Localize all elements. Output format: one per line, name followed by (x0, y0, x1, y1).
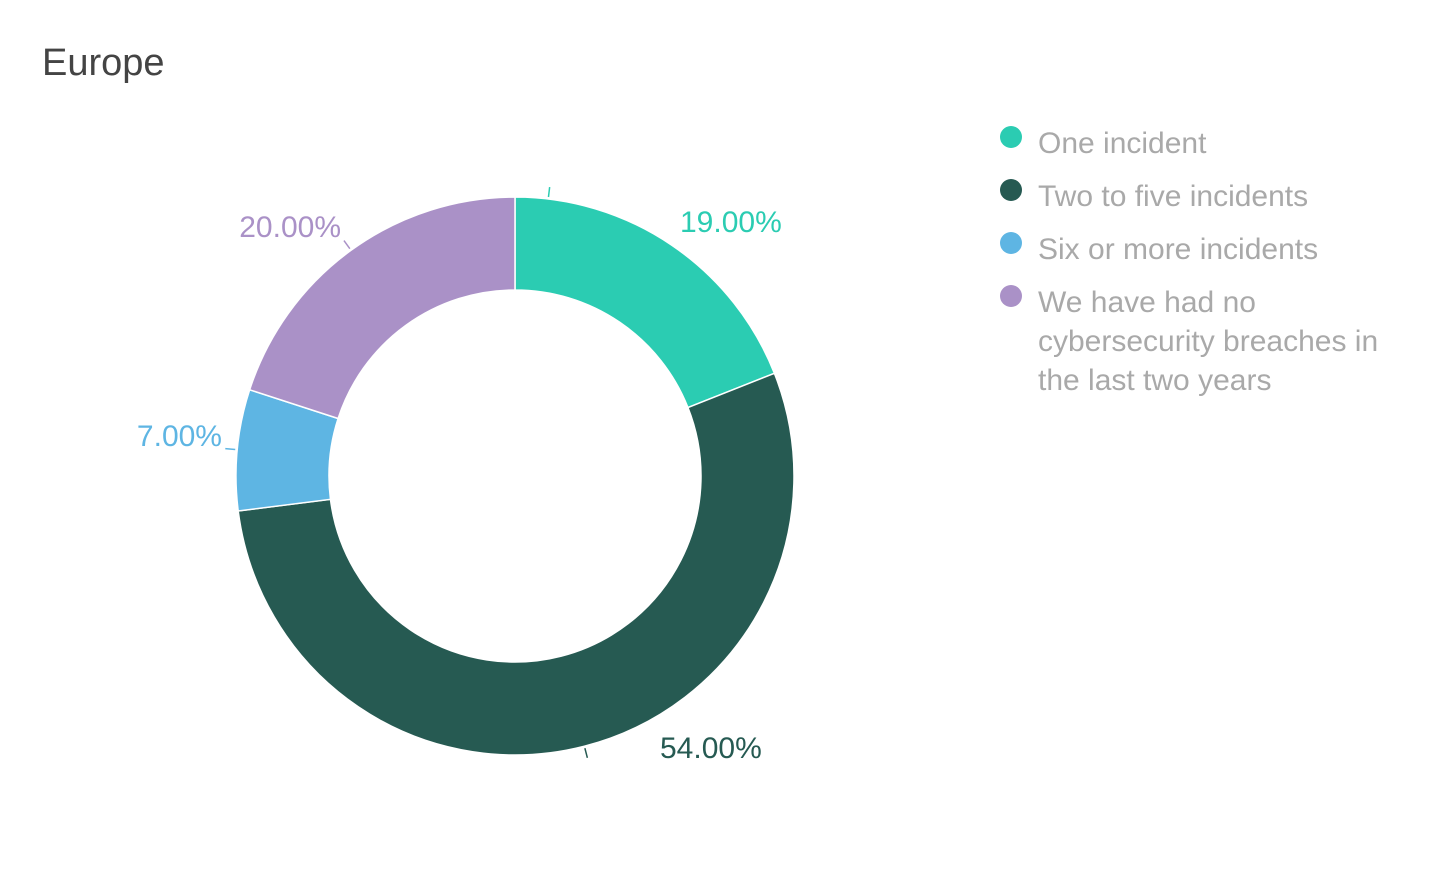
legend: One incident Two to five incidents Six o… (1000, 124, 1400, 414)
legend-item-no-breaches[interactable]: We have had no cybersecurity breaches in… (1000, 283, 1400, 400)
slice-leader-line (343, 240, 351, 250)
slice-value-label: 7.00% (137, 420, 222, 453)
legend-label: Two to five incidents (1038, 180, 1309, 213)
donut-slice-we-have-had-no-cybersecurity-bre[interactable] (248, 196, 516, 420)
legend-label: Six or more incidents (1038, 233, 1319, 266)
slice-value-label: 19.00% (680, 206, 782, 239)
slice-leader-line (584, 747, 589, 759)
chart-title: Europe (42, 42, 165, 84)
slice-leader-line (547, 186, 551, 198)
legend-swatch (1000, 285, 1022, 307)
donut-slice-two-to-five-incidents[interactable] (237, 372, 795, 756)
legend-swatch (1000, 232, 1022, 254)
legend-label: One incident (1038, 127, 1207, 160)
legend-swatch (1000, 179, 1022, 201)
legend-item-six-or-more-incidents[interactable]: Six or more incidents (1000, 230, 1400, 269)
legend-swatch (1000, 126, 1022, 148)
legend-label: We have had no cybersecurity breaches in… (1038, 286, 1379, 397)
slice-value-label: 54.00% (660, 732, 762, 765)
legend-item-two-to-five-incidents[interactable]: Two to five incidents (1000, 177, 1400, 216)
slice-leader-line (225, 447, 236, 451)
slice-value-label: 20.00% (239, 211, 341, 244)
legend-item-one-incident[interactable]: One incident (1000, 124, 1400, 163)
